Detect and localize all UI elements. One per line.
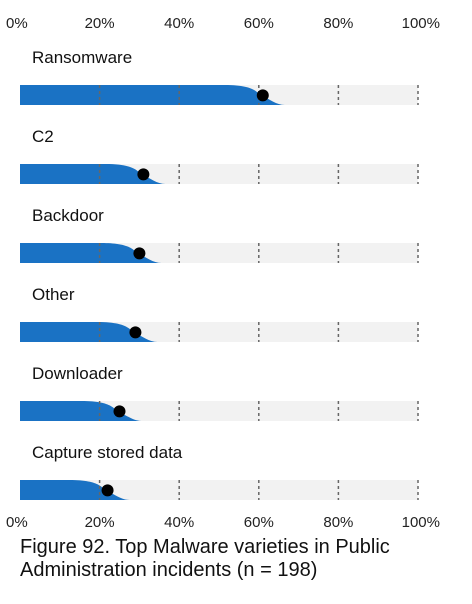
bottom-tick-label: 100% <box>402 514 440 530</box>
category-label-downloader: Downloader <box>32 364 123 383</box>
bar-c2 <box>20 164 166 184</box>
bar-backdoor <box>20 243 162 263</box>
top-tick-label: 100% <box>402 15 440 32</box>
category-label-other: Other <box>32 285 75 304</box>
bottom-tick-label: 0% <box>6 514 28 530</box>
point-other <box>129 326 142 339</box>
point-backdoor <box>133 247 146 260</box>
bar-other <box>20 322 158 342</box>
category-label-capture-stored-data: Capture stored data <box>32 443 183 462</box>
bottom-tick-label: 60% <box>244 514 274 530</box>
bar-ransomware <box>20 85 285 105</box>
top-tick-label: 80% <box>323 15 353 32</box>
top-tick-label: 0% <box>6 15 28 32</box>
top-tick-label: 40% <box>164 15 194 32</box>
top-tick-label: 60% <box>244 15 274 32</box>
bottom-tick-label: 20% <box>85 514 115 530</box>
category-label-backdoor: Backdoor <box>32 206 104 225</box>
bar-downloader <box>20 401 142 421</box>
category-label-ransomware: Ransomware <box>32 48 132 67</box>
point-ransomware <box>256 89 269 102</box>
point-capture-stored-data <box>101 484 114 497</box>
bottom-tick-label: 80% <box>323 514 353 530</box>
bottom-tick-label: 40% <box>164 514 194 530</box>
category-label-c2: C2 <box>32 127 54 146</box>
figure-caption: Figure 92. Top Malware varieties in Publ… <box>20 536 390 581</box>
point-c2 <box>137 168 150 181</box>
track-capture-stored-data <box>20 480 418 500</box>
bar-capture-stored-data <box>20 480 130 500</box>
top-tick-label: 20% <box>85 15 115 32</box>
malware-varieties-chart: 0% 0% 20% 20% 40% 40% 60% 60% 80% 80% 100% 100% Rans… <box>6 15 440 530</box>
point-downloader <box>113 405 126 418</box>
